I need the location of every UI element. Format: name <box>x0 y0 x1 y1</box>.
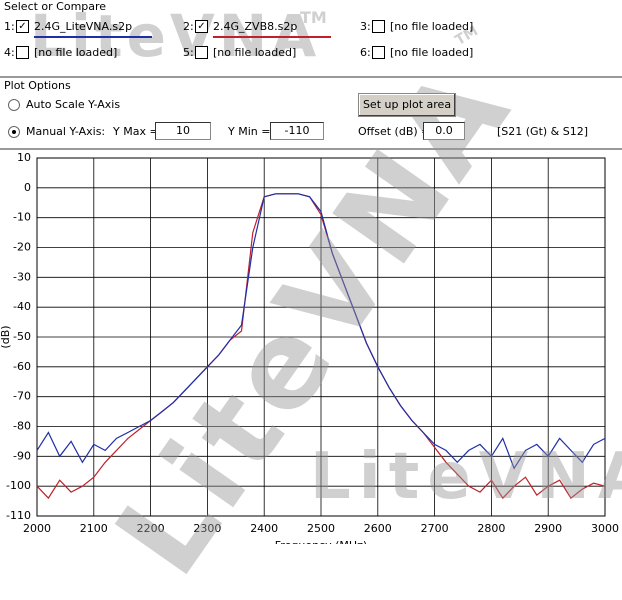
checkbox[interactable] <box>372 20 385 33</box>
y-tick-label: -80 <box>13 420 31 433</box>
checkbox[interactable] <box>16 46 29 59</box>
y-tick-label: -20 <box>13 241 31 254</box>
button[interactable]: Set up plot area <box>358 93 456 117</box>
chart: 10 0 -10 -20 -30 -40 -50 -60 -70 -80 -90 -100 -11020… <box>0 151 619 544</box>
y-tick-label: -60 <box>13 360 31 373</box>
y-tick-label: -70 <box>13 390 31 403</box>
radio-label: Manual Y-Axis: <box>26 125 106 138</box>
x-tick-label: 2700 <box>421 522 449 535</box>
radio-button[interactable] <box>8 99 20 111</box>
plot-note: [S21 (Gt) & S12] <box>497 125 589 138</box>
compare-panel <box>0 0 622 78</box>
y-tick-label: 0 <box>24 181 31 194</box>
x-tick-label: 2300 <box>193 522 221 535</box>
text-field[interactable]: 10 <box>155 122 211 140</box>
x-tick-label: 2000 <box>23 522 51 535</box>
x-tick-label: 2800 <box>477 522 505 535</box>
y-tick-label: -50 <box>13 330 31 343</box>
watermark-mark: TM <box>300 8 327 27</box>
plot-options-panel <box>0 78 622 150</box>
x-tick-label: 3000 <box>591 522 619 535</box>
slot-number: 4: <box>4 46 15 59</box>
y-tick-label: -110 <box>6 509 31 522</box>
slot-number: 1: <box>4 20 15 33</box>
checkbox[interactable]: ✓ <box>16 20 29 33</box>
file-label: [no file loaded] <box>213 46 297 59</box>
section-title: Select or Compare <box>4 0 107 13</box>
y-axis-label: (dB) <box>0 325 12 348</box>
x-tick-label: 2400 <box>250 522 278 535</box>
radio-label: Auto Scale Y-Axis <box>26 98 121 111</box>
y-tick-label: -10 <box>13 211 31 224</box>
text-field[interactable]: 0.0 <box>423 122 465 140</box>
y-tick-label: -100 <box>6 479 31 492</box>
checkbox[interactable] <box>372 46 385 59</box>
checkbox[interactable] <box>195 46 208 59</box>
x-tick-label: 2200 <box>137 522 165 535</box>
y-tick-label: -40 <box>13 300 31 313</box>
file-label: [no file loaded] <box>390 20 474 33</box>
series-swatch <box>34 36 152 38</box>
file-label: 2.4G_ZVB8.s2p <box>213 20 298 33</box>
field-label: Y Min = <box>228 125 271 138</box>
x-tick-label: 2500 <box>307 522 335 535</box>
slot-number: 2: <box>183 20 194 33</box>
watermark: LiteVNA <box>310 440 622 514</box>
file-label: [no file loaded] <box>34 46 118 59</box>
radio-button[interactable] <box>8 126 20 138</box>
x-tick-label: 2600 <box>364 522 392 535</box>
file-label: [no file loaded] <box>390 46 474 59</box>
y-tick-label: -90 <box>13 449 31 462</box>
series-line <box>36 193 606 500</box>
x-tick-label: 2100 <box>80 522 108 535</box>
field-label: Y Max = <box>113 125 159 138</box>
y-tick-label: -30 <box>13 270 31 283</box>
text-field[interactable]: -110 <box>270 122 324 140</box>
series-swatch <box>213 36 331 38</box>
y-tick-label: 10 <box>17 151 31 164</box>
slot-number: 3: <box>360 20 371 33</box>
section-title: Plot Options <box>4 79 71 92</box>
slot-number: 6: <box>360 46 371 59</box>
series-line <box>36 193 606 470</box>
x-tick-label: 2900 <box>534 522 562 535</box>
file-label: 2.4G_LiteVNA.s2p <box>34 20 133 33</box>
slot-number: 5: <box>183 46 194 59</box>
field-label: Offset (dB) = <box>358 125 431 138</box>
x-axis-label: Frequency (MHz) <box>275 539 367 544</box>
checkbox[interactable]: ✓ <box>195 20 208 33</box>
